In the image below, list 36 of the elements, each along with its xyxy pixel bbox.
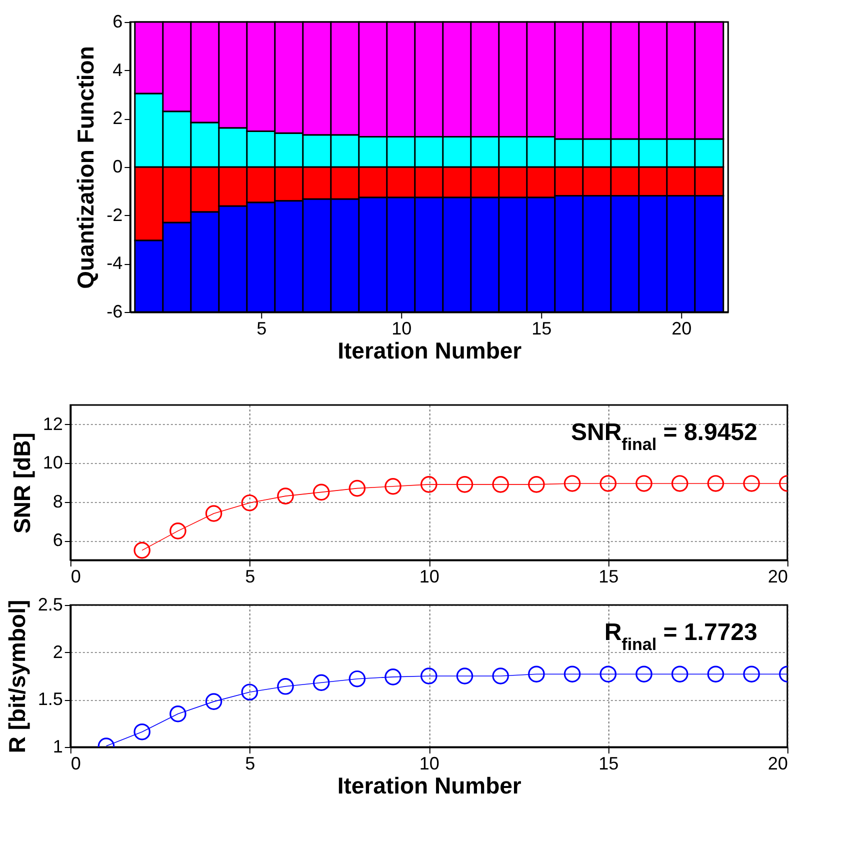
x-tick-label: 15 bbox=[598, 566, 619, 586]
y-tick-label: 6 bbox=[112, 12, 123, 32]
y-tick-label: 2.5 bbox=[38, 594, 63, 614]
y-tick-label: -4 bbox=[106, 253, 123, 274]
x-tick-label: 5 bbox=[256, 318, 267, 338]
x-tick-label: 15 bbox=[532, 318, 552, 338]
y-tick-label: 10 bbox=[42, 452, 63, 473]
x-tick-label: 15 bbox=[598, 754, 619, 774]
y-axis-title: R [bit/symbol] bbox=[4, 600, 30, 754]
x-tick-label: 5 bbox=[245, 566, 256, 586]
x-tick-label: 0 bbox=[70, 754, 81, 774]
y-axis-title: Quantization Function bbox=[72, 46, 99, 289]
x-tick-label: 0 bbox=[70, 566, 81, 586]
x-tick-label: 20 bbox=[768, 754, 788, 774]
y-tick-label: -2 bbox=[106, 204, 123, 225]
y-tick-label: 12 bbox=[42, 414, 63, 434]
x-axis-title: Iteration Number bbox=[338, 338, 522, 364]
x-tick-label: 5 bbox=[245, 754, 256, 774]
x-tick-label: 10 bbox=[419, 566, 440, 586]
annotation: SNR$_{final}$ = 8.9452 bbox=[570, 419, 758, 454]
x-tick-label: 10 bbox=[392, 318, 412, 338]
y-tick-label: 2 bbox=[112, 108, 123, 128]
y-tick-label: 1.5 bbox=[38, 689, 63, 710]
annotation: R$_{final}$ = 1.7723 bbox=[604, 619, 758, 654]
x-tick-label: 20 bbox=[768, 566, 788, 586]
y-tick-label: 4 bbox=[112, 60, 123, 80]
x-tick-label: 20 bbox=[672, 318, 692, 338]
y-axis-title: SNR [dB] bbox=[8, 432, 35, 534]
y-tick-label: 2 bbox=[52, 642, 63, 662]
y-tick-label: 6 bbox=[52, 530, 63, 550]
x-axis-title: Iteration Number bbox=[337, 772, 522, 798]
y-tick-label: 0 bbox=[112, 156, 123, 176]
y-tick-label: 1 bbox=[52, 736, 63, 756]
x-tick-label: 10 bbox=[419, 754, 440, 774]
y-tick-label: -6 bbox=[106, 302, 123, 322]
y-tick-label: 8 bbox=[52, 491, 63, 512]
